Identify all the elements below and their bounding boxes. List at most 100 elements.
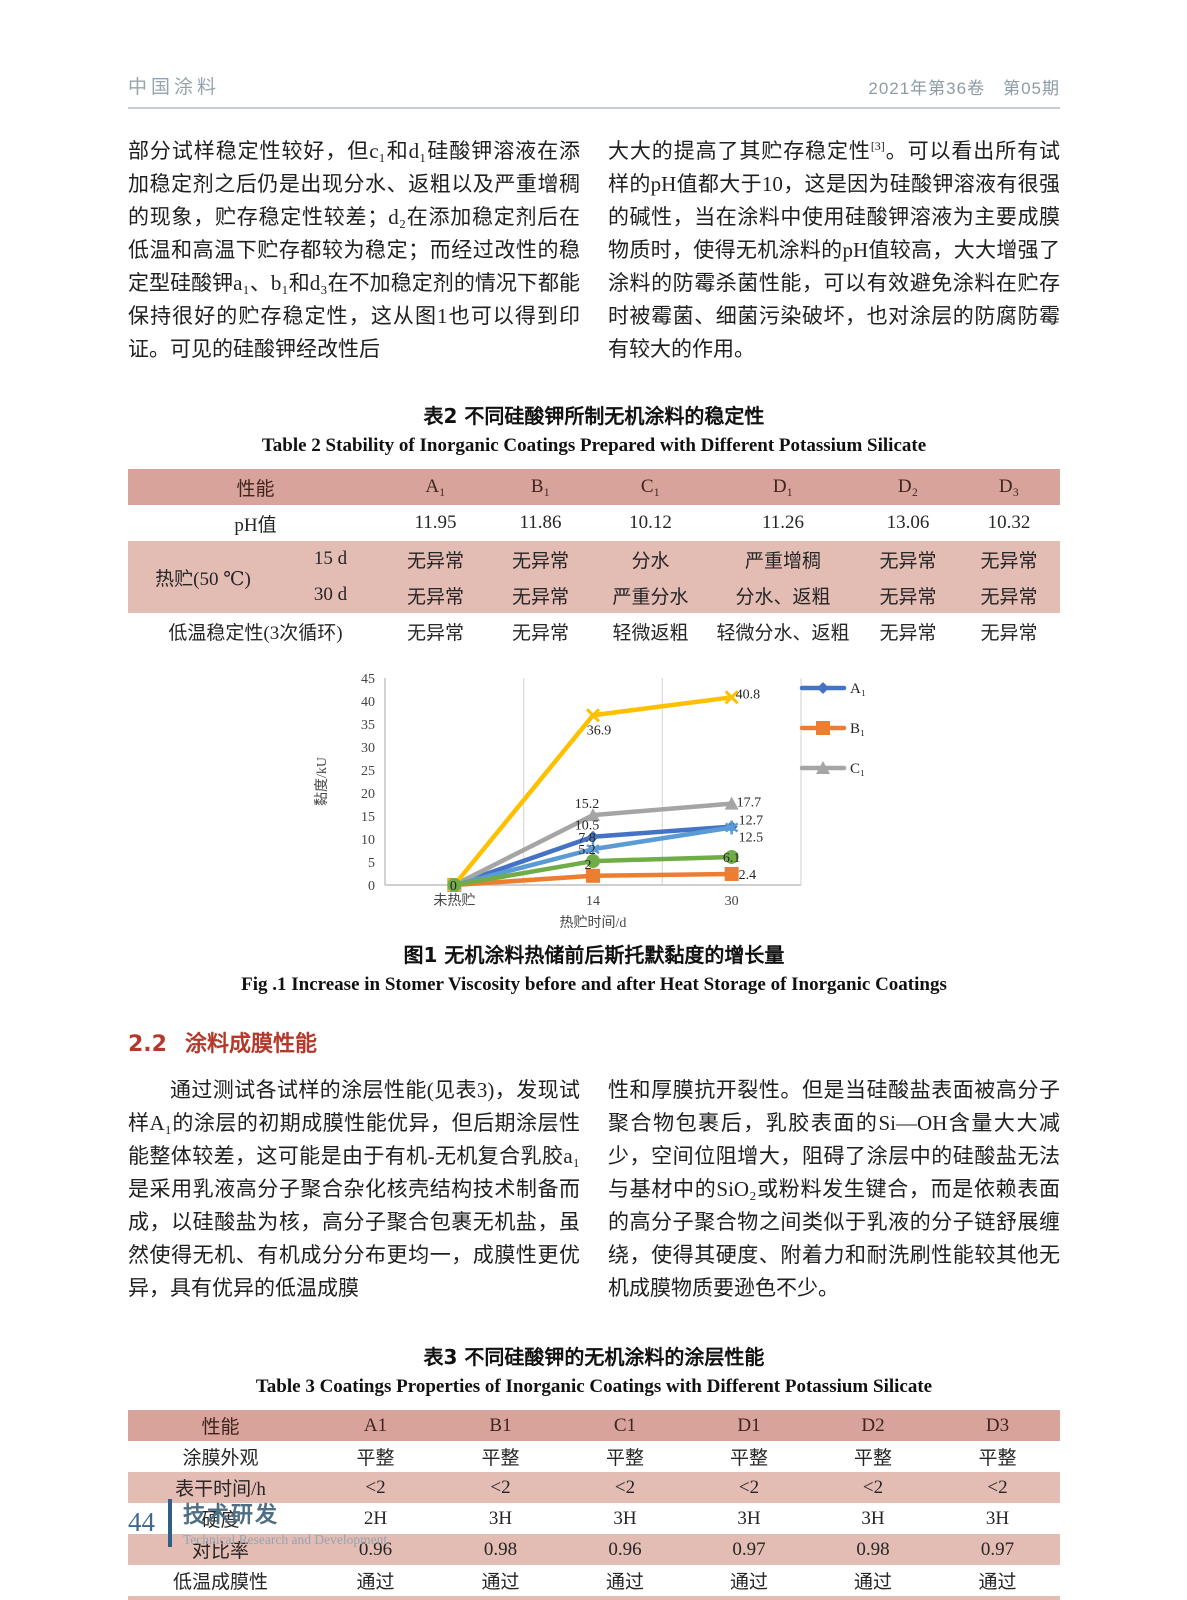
svg-text:C₁: C₁: [850, 761, 865, 777]
table-cell: 通过: [978, 1572, 1017, 1593]
issue-info: 2021年第36卷 第05期: [868, 79, 1060, 98]
table-cell: 3H: [861, 1507, 885, 1529]
table-cell: 平整: [853, 1448, 892, 1469]
table-cell: 0.98: [811, 1534, 935, 1565]
table-cell: 平整: [729, 1448, 768, 1469]
svg-text:A₁: A₁: [850, 681, 866, 697]
table-cell: 无异常: [958, 577, 1061, 613]
section-2-2-right-paragraph: 性和厚膜抗开裂性。但是当硅酸盐表面被高分子聚合物包裹后，乳胶表面的Si—OH含量…: [608, 1078, 1060, 1300]
table2-caption-en: Table 2 Stability of Inorganic Coatings …: [261, 435, 927, 456]
table-row: pH值 11.95 11.86 10.12 11.26 13.06 10.32: [128, 505, 1060, 541]
table-cell: 0.97: [935, 1534, 1060, 1565]
section-number: 2.2: [128, 1032, 167, 1057]
svg-text:30: 30: [725, 894, 739, 909]
table-cell: <2: [563, 1472, 687, 1503]
table-cell: 分水、返粗: [708, 577, 859, 613]
table-cell: 无异常: [407, 622, 465, 644]
citation-ref: [3]: [870, 139, 885, 153]
table-cell: 3H: [488, 1507, 513, 1529]
table-cell: 0: [811, 1596, 935, 1600]
table-header-cell: B₁: [488, 469, 594, 505]
svg-text:14: 14: [586, 894, 600, 909]
table-cell: 无异常: [488, 541, 594, 577]
footer-column-en: Technical Research and Development: [183, 1532, 388, 1547]
table-cell: 通过: [356, 1572, 395, 1593]
table-cell: pH值: [234, 514, 277, 536]
table-header-cell: D₃: [958, 469, 1061, 505]
svg-text:40.8: 40.8: [736, 687, 761, 702]
table-cell: 11.86: [519, 512, 562, 533]
table-header-cell: D₁: [708, 469, 859, 505]
table-cell: 0.98: [438, 1534, 563, 1565]
footer-column-zh: 技术研发: [183, 1503, 280, 1528]
table-cell: 无异常: [879, 622, 937, 644]
table-cell: 3H: [737, 1507, 761, 1529]
table-header-cell: D1: [687, 1410, 811, 1441]
table-cell: 平整: [356, 1448, 395, 1469]
header-rule: [128, 107, 1060, 109]
svg-text:5: 5: [368, 856, 375, 871]
table-header-cell: C₁: [593, 469, 709, 505]
table-cell: <2: [935, 1472, 1060, 1503]
table-cell: 通过: [729, 1572, 768, 1593]
table-cell: 3H: [985, 1507, 1010, 1529]
table-cell: 3H: [613, 1507, 637, 1529]
table-cell: 通过: [605, 1572, 644, 1593]
table-cell: 硬度: [201, 1510, 240, 1531]
table-row: 低温成膜性 通过 通过 通过 通过 通过 通过: [128, 1565, 1060, 1596]
table-cell: 分水: [593, 541, 709, 577]
table-row: 对比率 0.96 0.98 0.96 0.97 0.98 0.97: [128, 1534, 1060, 1565]
coating-properties-table: 性能 A1 B1 C1 D1 D2 D3 涂膜外观 平整 平整 平整 平整 平整 平整 表干时间/h <2 <2…: [128, 1410, 1060, 1600]
table-cell: 通过: [481, 1572, 520, 1593]
table-cell: 无异常: [383, 577, 489, 613]
table-header-cell: D₂: [858, 469, 959, 505]
table-cell: 11.95: [414, 512, 457, 533]
footer-divider: [168, 1498, 172, 1547]
svg-text:15.2: 15.2: [575, 797, 600, 812]
table-header-cell: C1: [563, 1410, 687, 1441]
table-cell: 严重分水: [593, 577, 709, 613]
table-cell: <2: [811, 1472, 935, 1503]
table-header-cell: D3: [935, 1410, 1060, 1441]
table-cell: 15 d: [278, 541, 384, 577]
table-cell: 轻微返粗: [612, 622, 689, 644]
table-cell: 11.26: [761, 512, 805, 533]
intro-left-paragraph: 部分试样稳定性较好，但c₁和d₁硅酸钾溶液在添加稳定剂之后仍是出现分水、返粗以及…: [128, 139, 580, 361]
stability-table: 性能 A₁ B₁ C₁ D₁ D₂ D₃ pH值 11.95 11.86 10.12 11.26 13.…: [128, 469, 1061, 649]
table-cell: 低温稳定性(3次循环): [168, 622, 343, 644]
svg-text:15: 15: [361, 810, 375, 825]
intro-text-columns: 部分试样稳定性较好，但c₁和d₁硅酸钾溶液在添加稳定剂之后仍是出现分水、返粗以及…: [128, 135, 1060, 366]
table-cell: 附着力/级: [128, 1596, 313, 1600]
svg-text:12.7: 12.7: [739, 814, 764, 829]
table-cell: 10.12: [629, 512, 672, 533]
table-header-cell: A1: [313, 1410, 438, 1441]
table-header-cell: B1: [438, 1410, 563, 1441]
table-cell: 0: [935, 1596, 1060, 1600]
svg-text:2.4: 2.4: [739, 868, 757, 883]
table-cell: <2: [313, 1472, 438, 1503]
svg-text:5.2: 5.2: [578, 843, 596, 858]
table-cell: 平整: [978, 1448, 1017, 1469]
table-cell: 无异常: [488, 577, 594, 613]
intro-right-paragraph: 大大的提高了其贮存稳定性[3]。可以看出所有试样的pH值都大于10，这是因为硅酸…: [608, 135, 1060, 366]
svg-text:2: 2: [585, 858, 592, 873]
table-header-cell: 性能: [128, 469, 384, 505]
svg-text:40: 40: [361, 695, 375, 710]
table3-caption-zh: 表3 不同硅酸钾的无机涂料的涂层性能: [423, 1345, 765, 1369]
svg-text:35: 35: [361, 718, 375, 733]
table-cell: 2H: [363, 1507, 388, 1529]
table-row: 附着力/级200100: [128, 1596, 1060, 1600]
table-cell: 通过: [853, 1572, 892, 1593]
table-cell: 无异常: [958, 541, 1061, 577]
table-row: 硬度 2H 3H 3H 3H 3H 3H: [128, 1503, 1060, 1534]
svg-text:0: 0: [450, 879, 457, 894]
table-cell: 涂膜外观: [182, 1448, 259, 1469]
svg-text:25: 25: [361, 764, 375, 779]
table2-caption-zh: 表2 不同硅酸钾所制无机涂料的稳定性: [423, 404, 765, 428]
table-row: 30 d 无异常 无异常 严重分水 分水、返粗 无异常 无异常: [128, 577, 1061, 613]
table-cell: 0: [563, 1596, 687, 1600]
table-cell: 1: [687, 1596, 811, 1600]
table-cell: <2: [687, 1472, 811, 1503]
